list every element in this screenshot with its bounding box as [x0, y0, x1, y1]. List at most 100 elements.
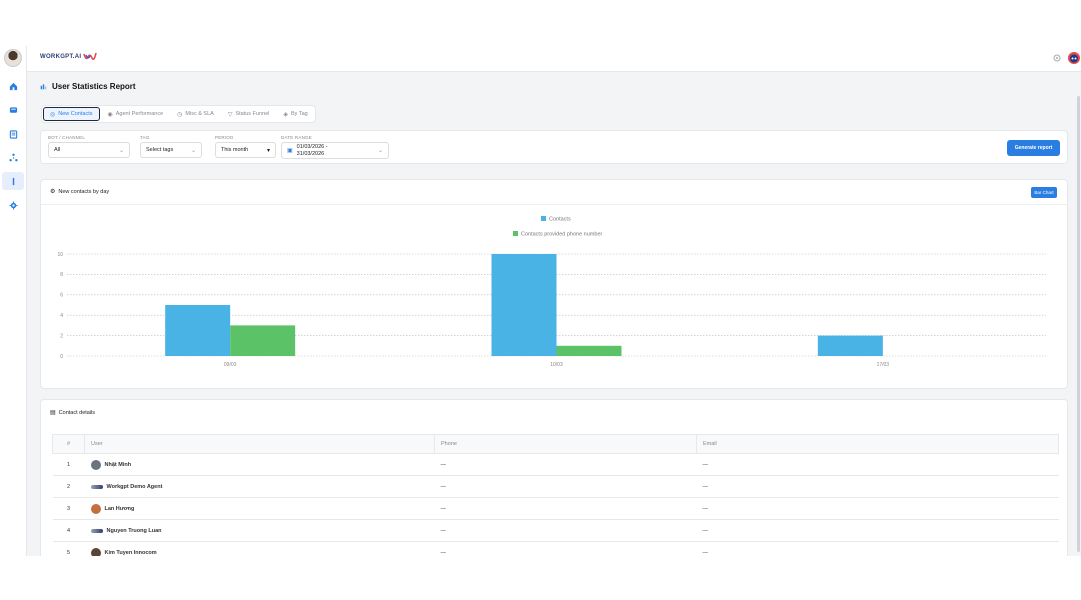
- column-header-email[interactable]: Email: [696, 434, 1059, 454]
- table-row[interactable]: 1 Nhật Minh — —: [52, 453, 1059, 476]
- calendar-icon: ▣: [287, 148, 293, 154]
- bot-icon[interactable]: [1067, 51, 1081, 65]
- user-plus-icon: ◎: [50, 111, 56, 118]
- phone-cell: —: [434, 541, 697, 556]
- brand-logo[interactable]: WORKGPT.AI: [40, 52, 98, 62]
- avatar: [90, 503, 101, 514]
- y-tick-label: 10: [57, 252, 63, 258]
- tag-select[interactable]: Select tags ⌄: [140, 142, 202, 158]
- y-tick-label: 4: [60, 313, 63, 319]
- date-range-label: DATE RANGE: [281, 135, 312, 140]
- chat-icon[interactable]: [6, 103, 21, 118]
- tab-label: Agent Performance: [115, 111, 164, 117]
- target-icon: ◉: [107, 111, 113, 118]
- legend-label: Contacts: [549, 217, 571, 223]
- bar-contacts: [491, 254, 557, 356]
- date-range-input[interactable]: ▣ 01/03/2026 -31/03/2026 ⌄: [281, 142, 389, 159]
- bar-contacts: [817, 335, 883, 356]
- bar-chart-icon[interactable]: [2, 172, 24, 190]
- user-name: Nguyen Truong Luan: [106, 527, 162, 534]
- column-header-number[interactable]: #: [52, 434, 85, 454]
- table-body: 1 Nhật Minh — —2 Workgpt Demo Agent — —3 Lan Hư…: [52, 453, 1059, 556]
- bar-chart-toggle-button[interactable]: Bar Chart: [1031, 187, 1057, 198]
- scrollbar[interactable]: [1077, 96, 1080, 552]
- user-name: Kim Tuyen Innocom: [104, 549, 157, 556]
- user-info: Nhật Minh: [90, 459, 429, 470]
- chart-card-title: ⚙ New contacts by day: [50, 188, 109, 196]
- app-window: WORKGPT.AI User Statistics Report ◎ New C…: [0, 46, 1081, 556]
- bar-chart: Contacts Contacts provided phone number 0 2…: [57, 216, 1046, 368]
- table-row[interactable]: 5 Kim Tuyen Innocom — —: [52, 541, 1059, 556]
- tag-value: Select tags: [146, 147, 174, 153]
- tab-label: Misc & SLA: [185, 111, 214, 117]
- network-icon[interactable]: [6, 150, 21, 165]
- period-select[interactable]: This month ▾: [215, 142, 276, 158]
- gear-icon[interactable]: [6, 198, 21, 213]
- contact-details-title-text: Contact details: [58, 409, 96, 416]
- tab-misc-sla[interactable]: ◷ Misc & SLA: [171, 107, 220, 121]
- row-number: 5: [52, 541, 85, 556]
- avatar: [90, 459, 101, 470]
- bar-contacts: [165, 305, 231, 356]
- tab-new-contacts[interactable]: ◎ New Contacts: [43, 107, 100, 121]
- bot-channel-select[interactable]: All ⌄: [48, 142, 130, 158]
- y-tick-label: 0: [60, 354, 63, 360]
- tab-by-tag[interactable]: ◈ By Tag: [277, 107, 313, 121]
- generate-report-button[interactable]: Generate report: [1007, 140, 1060, 156]
- date-range-end: 31/03/2026: [296, 150, 325, 157]
- legend-swatch: [541, 216, 546, 221]
- y-tick-label: 6: [60, 293, 63, 299]
- logo-mark-icon: [83, 52, 98, 60]
- home-icon[interactable]: [6, 79, 21, 94]
- clock-icon: ◷: [177, 111, 183, 118]
- email-cell: —: [696, 453, 1059, 476]
- phone-cell: —: [434, 497, 697, 520]
- avatar: [90, 547, 101, 556]
- row-number: 4: [52, 519, 85, 542]
- document-icon[interactable]: [6, 127, 21, 142]
- table-row[interactable]: 3 Lan Hương — —: [52, 497, 1059, 520]
- phone-cell: —: [434, 453, 697, 476]
- settings-icon[interactable]: [1050, 51, 1064, 65]
- contact-details-card: ▤ Contact details # User Phone Email 1 Nh…: [40, 399, 1068, 556]
- email-cell: —: [696, 541, 1059, 556]
- user-cell: Nhật Minh: [84, 453, 435, 476]
- contact-details-title: ▤ Contact details: [50, 409, 96, 417]
- user-info: Kim Tuyen Innocom: [90, 547, 429, 556]
- period-value: This month: [221, 147, 249, 153]
- tab-agent-performance[interactable]: ◉ Agent Performance: [102, 107, 170, 121]
- chart-card-header: ⚙ New contacts by day Bar Chart: [41, 180, 1067, 205]
- chevron-down-icon: ⌄: [377, 148, 383, 154]
- bar-phone: [230, 325, 296, 356]
- sidebar: [0, 46, 27, 556]
- tag-icon: ◈: [283, 111, 289, 118]
- filter-bar: BOT / CHANNEL All ⌄ TAG Select tags ⌄ PERI…: [40, 130, 1068, 164]
- logo-text: WORKGPT.AI: [40, 54, 82, 60]
- bot-channel-filter: BOT / CHANNEL All ⌄: [48, 135, 130, 158]
- email-cell: —: [696, 519, 1059, 542]
- x-tick-label: 10/03: [550, 362, 563, 368]
- x-tick-label: 09/03: [224, 362, 237, 368]
- date-range-start: 01/03/2026 -: [296, 143, 328, 150]
- column-header-phone[interactable]: Phone: [434, 434, 697, 454]
- user-cell: Nguyen Truong Luan: [84, 519, 435, 542]
- date-range-filter: DATE RANGE ▣ 01/03/2026 -31/03/2026 ⌄: [281, 135, 389, 159]
- chevron-down-icon: ⌄: [190, 147, 196, 154]
- phone-cell: —: [434, 519, 697, 542]
- email-cell: —: [696, 475, 1059, 498]
- x-tick-label: 17/03: [877, 362, 890, 368]
- settings-cog-icon: ⚙: [50, 189, 56, 195]
- table-row[interactable]: 2 Workgpt Demo Agent — —: [52, 475, 1059, 498]
- row-number: 3: [52, 497, 85, 520]
- date-range-content: ▣ 01/03/2026 -31/03/2026: [287, 144, 328, 158]
- avatar: [90, 528, 103, 533]
- tab-status-funnel[interactable]: ▽ Status Funnel: [222, 107, 276, 121]
- funnel-icon: ▽: [227, 111, 233, 118]
- column-header-user[interactable]: User: [84, 434, 435, 454]
- avatar: [90, 484, 103, 489]
- table-row[interactable]: 4 Nguyen Truong Luan — —: [52, 519, 1059, 542]
- user-avatar[interactable]: [4, 49, 22, 67]
- phone-cell: —: [434, 475, 697, 498]
- top-bar: WORKGPT.AI: [27, 46, 1081, 72]
- report-tabs: ◎ New Contacts ◉ Agent Performance ◷ Misc &…: [41, 105, 316, 123]
